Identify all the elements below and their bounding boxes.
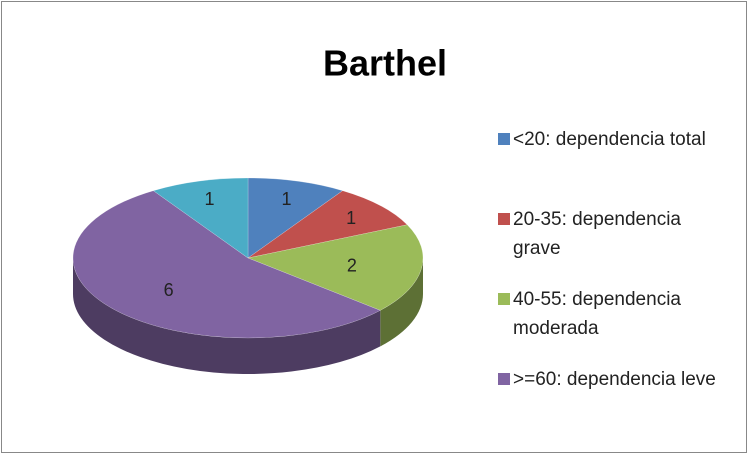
data-label: 1 (281, 189, 291, 209)
data-label: 1 (346, 208, 356, 228)
legend-swatch (498, 293, 510, 305)
legend-label: 40-55: dependencia moderada (513, 289, 681, 339)
pie-side (73, 258, 381, 374)
chart-title: Barthel (323, 43, 447, 84)
data-label: 6 (164, 280, 174, 300)
pie-side (380, 258, 423, 347)
legend-swatch (498, 373, 510, 385)
legend-item: 40-55: dependencia moderada (498, 285, 749, 343)
legend-item: <20: dependencia total (498, 125, 749, 154)
pie-slice (247, 224, 424, 311)
legend-label: >=60: dependencia leve (513, 369, 716, 390)
pie-slice (152, 177, 249, 259)
data-label: 2 (347, 256, 357, 276)
pie-slice (247, 177, 344, 259)
pie-slice (247, 190, 408, 259)
data-label: 1 (205, 189, 215, 209)
legend-label: 20-35: dependencia grave (513, 209, 681, 259)
legend-label: <20: dependencia total (513, 129, 706, 150)
pie-slice (72, 190, 381, 339)
legend-item: 20-35: dependencia grave (498, 205, 749, 263)
legend-swatch (498, 133, 510, 145)
legend-swatch (498, 213, 510, 225)
legend-item: >=60: dependencia leve (498, 365, 749, 394)
